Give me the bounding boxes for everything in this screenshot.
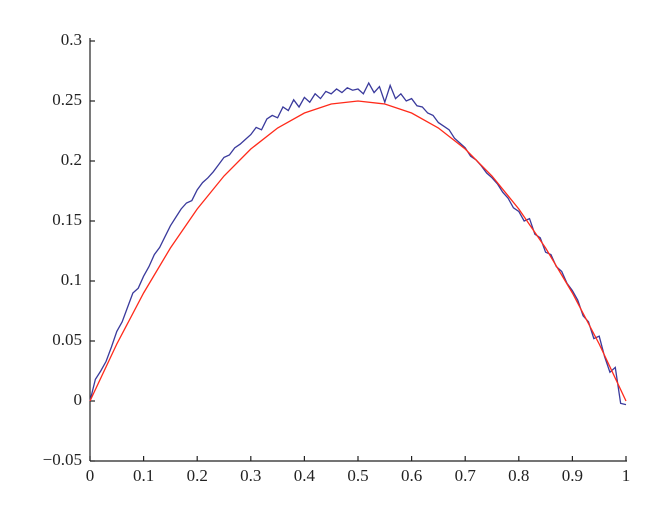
x-tick-label: 0.7 bbox=[455, 466, 477, 485]
x-tick-label: 0 bbox=[86, 466, 95, 485]
y-tick-label: 0.05 bbox=[52, 330, 82, 349]
x-tick-label: 0.5 bbox=[347, 466, 368, 485]
x-tick-label: 0.8 bbox=[508, 466, 529, 485]
y-tick-label: 0.15 bbox=[52, 210, 82, 229]
y-tick-label: 0 bbox=[74, 390, 83, 409]
x-tick-label: 0.2 bbox=[187, 466, 208, 485]
x-tick-label: 1 bbox=[622, 466, 631, 485]
x-tick-label: 0.4 bbox=[294, 466, 316, 485]
x-tick-label: 0.1 bbox=[133, 466, 154, 485]
y-tick-label: 0.1 bbox=[61, 270, 82, 289]
y-tick-label: 0.25 bbox=[52, 90, 82, 109]
y-tick-label: −0.05 bbox=[43, 450, 82, 469]
y-tick-label: 0.2 bbox=[61, 150, 82, 169]
y-tick-label: 0.3 bbox=[61, 30, 82, 49]
line-series bbox=[89, 81, 627, 406]
x-tick-label: 0.6 bbox=[401, 466, 422, 485]
line-series bbox=[89, 100, 627, 402]
x-tick-label: 0.9 bbox=[562, 466, 583, 485]
x-tick-label: 0.3 bbox=[240, 466, 261, 485]
